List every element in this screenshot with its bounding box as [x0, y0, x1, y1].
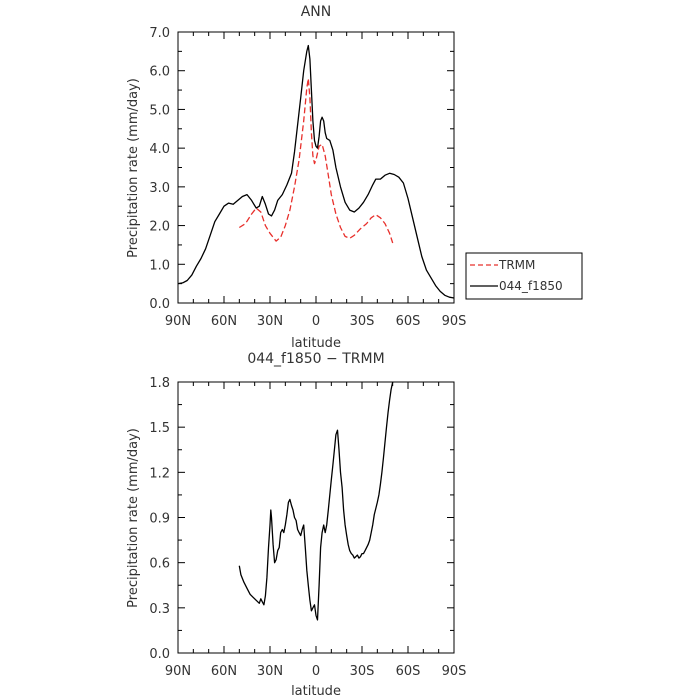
y-tick-label: 5.0: [149, 103, 170, 118]
x-tick-label: 60S: [396, 314, 421, 329]
bottom-panel: 044_f1850 − TRMM 90N 60N 30N 0 30S 60S 90S 0.0 0…: [126, 351, 466, 699]
top-plot-frame: [177, 31, 455, 304]
y-tick-label: 1.5: [149, 421, 170, 436]
top-ticks-layer: 90N 60N 30N 0 30S 60S 90S 0.0 1.0 2.0 3.0 4.0 5.0 6.0…: [149, 26, 466, 329]
top-y-axis-label: Precipitation rate (mm/day): [126, 78, 141, 258]
top-series-layer: [177, 44, 455, 299]
x-tick-label: 90N: [165, 664, 191, 679]
x-tick-label: 0: [312, 664, 320, 679]
bottom-panel-title: 044_f1850 − TRMM: [247, 351, 384, 367]
y-tick-label: 6.0: [149, 65, 170, 80]
bottom-y-axis-label: Precipitation rate (mm/day): [126, 428, 141, 608]
bottom-x-axis-label: latitude: [291, 684, 341, 699]
series-line-044-f1850: [177, 44, 455, 299]
y-tick-label: 0.0: [149, 297, 170, 312]
x-tick-label: 90N: [165, 314, 191, 329]
series-line-trmm: [238, 77, 394, 244]
legend: TRMM 044_f1850: [465, 252, 583, 300]
top-x-axis-label: latitude: [291, 336, 341, 351]
x-tick-label: 60S: [396, 664, 421, 679]
x-tick-label: 30N: [257, 664, 283, 679]
y-tick-label: 0.9: [149, 512, 170, 527]
x-tick-label: 90S: [442, 664, 467, 679]
x-tick-label: 60N: [211, 314, 237, 329]
legend-label-model: 044_f1850: [499, 279, 563, 293]
x-tick-label: 60N: [211, 664, 237, 679]
top-panel-title: ANN: [301, 4, 332, 20]
x-tick-label: 0: [312, 314, 320, 329]
y-tick-label: 2.0: [149, 220, 170, 235]
y-tick-label: 0.0: [149, 647, 170, 662]
x-tick-label: 90S: [442, 314, 467, 329]
top-panel: ANN 90N 60N 30N 0 30S 60S 90S 0.0 1.0 2.0 3.0 4.0 5.…: [126, 4, 466, 351]
x-tick-label: 30S: [350, 314, 375, 329]
y-tick-label: 0.6: [149, 557, 170, 572]
y-tick-label: 7.0: [149, 26, 170, 41]
legend-label-trmm: TRMM: [498, 258, 535, 272]
y-tick-label: 1.8: [149, 376, 170, 391]
bottom-ticks-layer: 90N 60N 30N 0 30S 60S 90S 0.0 0.3 0.6 0.9 1.2 1.5 1.8: [149, 376, 466, 679]
series-line-difference-0: [238, 381, 394, 621]
legend-box: [465, 252, 583, 300]
y-tick-label: 1.2: [149, 466, 170, 481]
y-tick-label: 1.0: [149, 258, 170, 273]
bottom-series-layer: [238, 381, 394, 621]
y-tick-label: 4.0: [149, 142, 170, 157]
y-tick-label: 3.0: [149, 181, 170, 196]
x-tick-label: 30S: [350, 664, 375, 679]
y-tick-label: 0.3: [149, 602, 170, 617]
x-tick-label: 30N: [257, 314, 283, 329]
